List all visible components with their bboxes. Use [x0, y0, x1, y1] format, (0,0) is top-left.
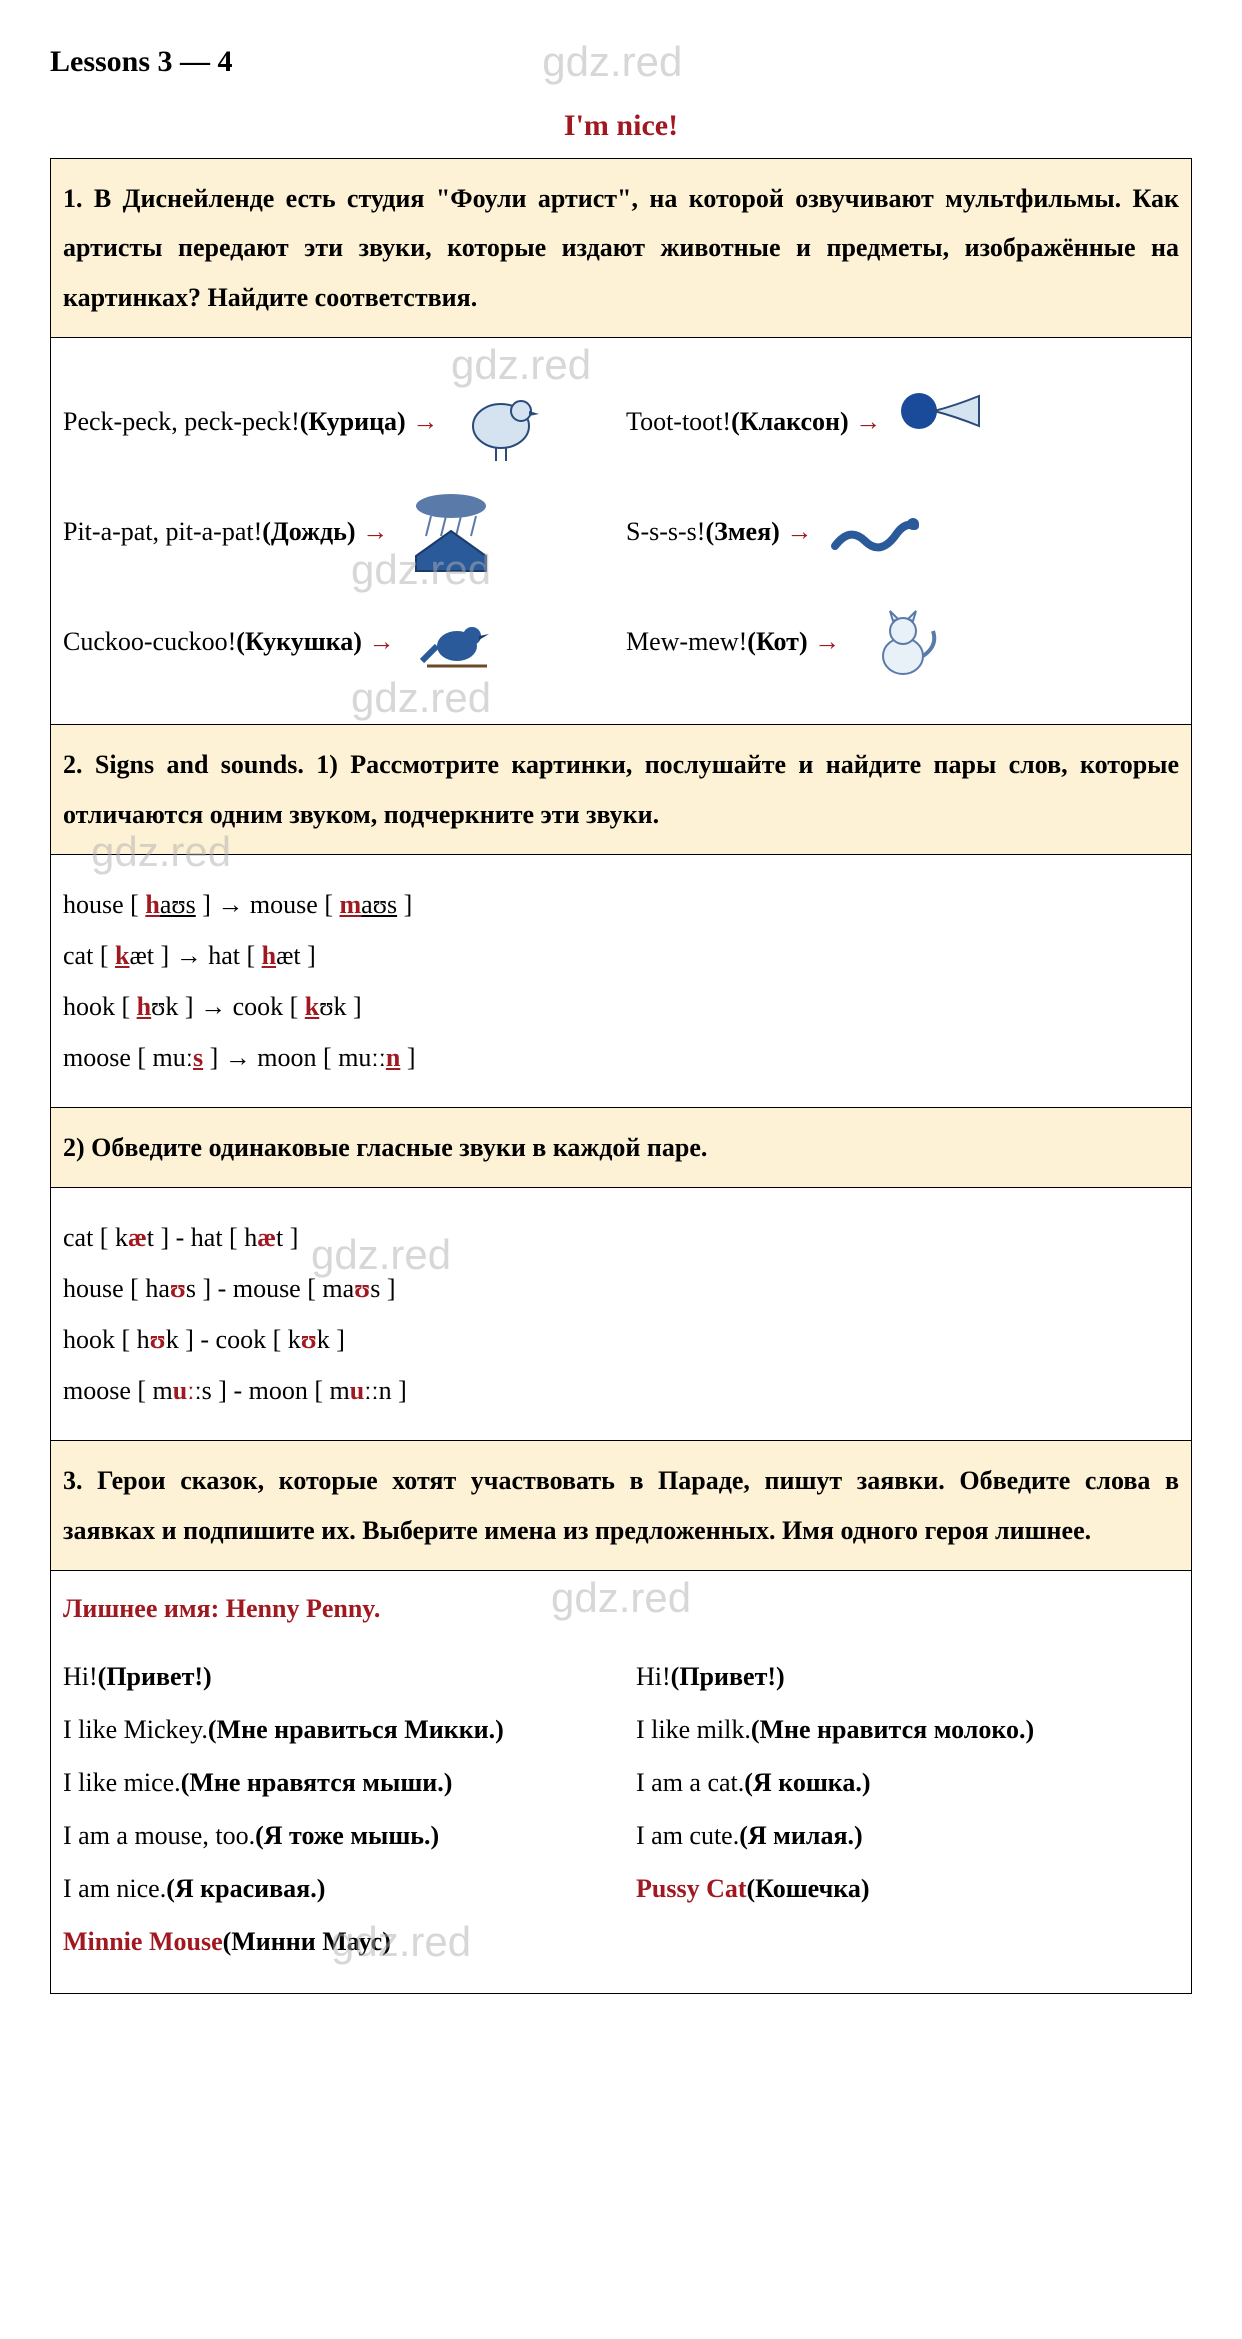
task2a-text: Signs and sounds. 1) Рассмотрите картинк… — [63, 750, 1179, 828]
task2b-instructions: 2) Обведите одинаковые гласные звуки в к… — [50, 1108, 1192, 1188]
task1-item-horn: Toot-toot!(Клаксон) → — [626, 376, 1179, 466]
task1-num: 1. — [63, 184, 83, 213]
line: Hi!(Привет!) — [63, 1657, 606, 1696]
phonetic-line-b3: hook [ hʊk ] - cook [ kʊk ] — [63, 1320, 1179, 1359]
task3-col-a: Hi!(Привет!) I like Mickey.(Мне нравитьс… — [63, 1643, 606, 1975]
cat-icon — [848, 596, 958, 686]
line: I like mice.(Мне нравятся мыши.) — [63, 1763, 606, 1802]
snake-icon — [820, 486, 930, 576]
task2b-content: gdz.red cat [ kæt ] - hat [ hæt ] house … — [50, 1188, 1192, 1441]
task2a-num: 2. — [63, 750, 83, 779]
task1-row2: Pit-a-pat, pit-a-pat!(Дождь) → S-s-s-s!(… — [63, 486, 1179, 576]
task3-col-b: Hi!(Привет!) I like milk.(Мне нравится м… — [636, 1643, 1179, 1975]
sound-label: Peck-peck, peck-peck!(Курица) → — [63, 402, 438, 441]
sound-label: S-s-s-s!(Змея) → — [626, 512, 812, 551]
line: I like milk.(Мне нравится молоко.) — [636, 1710, 1179, 1749]
page-title: I'm nice! — [50, 103, 1192, 148]
phonetic-line-3: hook [ hʊk ] → cook [ kʊk ] — [63, 987, 1179, 1026]
phonetic-line-1: house [ haʊs ] → mouse [ maʊs ] — [63, 885, 1179, 924]
task2b-text: 2) Обведите одинаковые гласные звуки в к… — [63, 1133, 707, 1162]
phonetic-line-4: moose [ muːs ] → moon [ muːːn ] — [63, 1038, 1179, 1077]
task1-row1: Peck-peck, peck-peck!(Курица) → Toot-too… — [63, 376, 1179, 466]
line: I am nice.(Я красивая.) — [63, 1869, 606, 1908]
sound-label: Toot-toot!(Клаксон) → — [626, 402, 881, 441]
chicken-icon — [446, 376, 556, 466]
task3-instructions: 3. Герои сказок, которые хотят участвова… — [50, 1441, 1192, 1571]
extra-name: Лишнее имя: Henny Penny. — [63, 1589, 1179, 1628]
header: Lessons 3 — 4 gdz.red — [50, 30, 1192, 93]
phonetic-line-b4: moose [ muːːs ] - moon [ muːːn ] — [63, 1371, 1179, 1410]
task2a-content: gdz.red house [ haʊs ] → mouse [ maʊs ] … — [50, 855, 1192, 1108]
horn-icon — [889, 376, 999, 466]
cuckoo-icon — [402, 596, 512, 686]
task1-item-snake: S-s-s-s!(Змея) → — [626, 486, 1179, 576]
lesson-title: Lessons 3 — 4 — [50, 39, 233, 84]
line: I am a cat.(Я кошка.) — [636, 1763, 1179, 1802]
sound-label: Cuckoo-cuckoo!(Кукушка) → — [63, 622, 394, 661]
rain-icon — [396, 486, 506, 576]
phonetic-line-b2: house [ haʊs ] - mouse [ maʊs ] — [63, 1269, 1179, 1308]
name-line: Minnie Mouse(Минни Маус) — [63, 1922, 606, 1961]
task3-text: Герои сказок, которые хотят участвовать … — [63, 1466, 1179, 1544]
task1-text: В Диснейленде есть студия "Фоули артист"… — [63, 184, 1179, 312]
task1-item-cuckoo: Cuckoo-cuckoo!(Кукушка) → — [63, 596, 616, 686]
task1-item-chicken: Peck-peck, peck-peck!(Курица) → — [63, 376, 616, 466]
task3-num: 3. — [63, 1466, 83, 1495]
line: Hi!(Привет!) — [636, 1657, 1179, 1696]
task1-row3: Cuckoo-cuckoo!(Кукушка) → Mew-mew!(Кот) … — [63, 596, 1179, 686]
task3-columns: Hi!(Привет!) I like Mickey.(Мне нравитьс… — [63, 1643, 1179, 1975]
task3-content: gdz.red gdz.red Лишнее имя: Henny Penny.… — [50, 1571, 1192, 1994]
task1-instructions: 1. В Диснейленде есть студия "Фоули арти… — [50, 158, 1192, 338]
phonetic-line-b1: cat [ kæt ] - hat [ hæt ] — [63, 1218, 1179, 1257]
line: I am a mouse, too.(Я тоже мышь.) — [63, 1816, 606, 1855]
watermark-top: gdz.red — [542, 30, 682, 93]
sound-label: Pit-a-pat, pit-a-pat!(Дождь) → — [63, 512, 388, 551]
task1-item-cat: Mew-mew!(Кот) → — [626, 596, 1179, 686]
task1-content: gdz.red gdz.red gdz.red Peck-peck, peck-… — [50, 338, 1192, 725]
sound-label: Mew-mew!(Кот) → — [626, 622, 840, 661]
phonetic-line-2: cat [ kæt ] → hat [ hæt ] — [63, 936, 1179, 975]
task2a-instructions: 2. Signs and sounds. 1) Рассмотрите карт… — [50, 725, 1192, 855]
name-line: Pussy Cat(Кошечка) — [636, 1869, 1179, 1908]
line: I like Mickey.(Мне нравиться Микки.) — [63, 1710, 606, 1749]
task1-item-rain: Pit-a-pat, pit-a-pat!(Дождь) → — [63, 486, 616, 576]
line: I am cute.(Я милая.) — [636, 1816, 1179, 1855]
